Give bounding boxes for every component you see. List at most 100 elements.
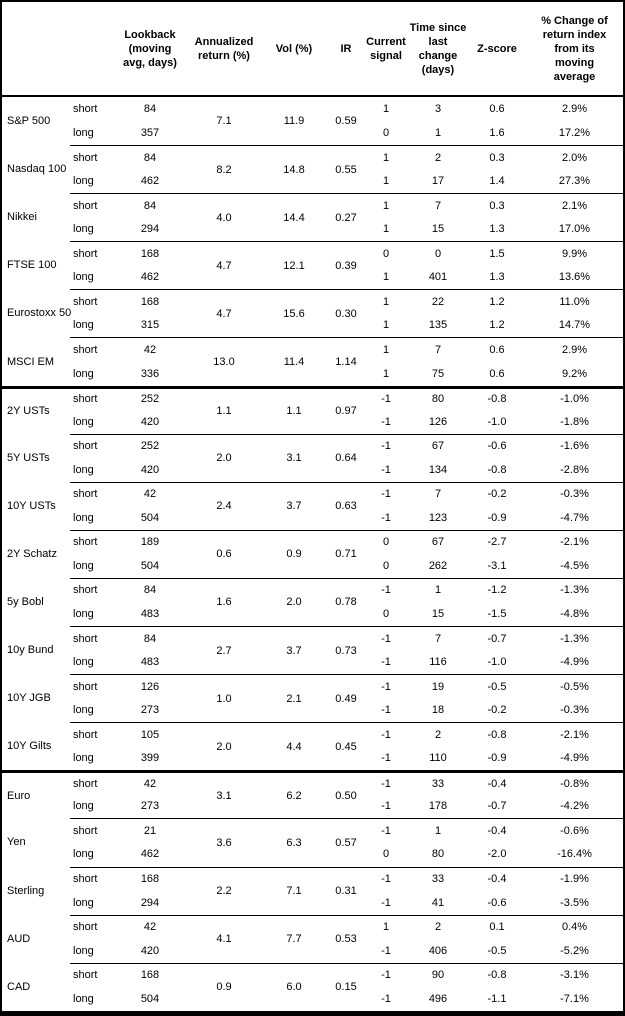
z-score-value: -1.1 (487, 992, 507, 1005)
signal-value: 1 (382, 319, 390, 332)
header-vol: Vol (%) (260, 2, 328, 97)
time-since-change-value: 110 (429, 752, 447, 765)
pct-change-value: 14.7% (558, 319, 591, 332)
signal-value: 1 (364, 145, 408, 169)
signal-value: -1 (381, 992, 391, 1005)
lookback-value: 252 (112, 385, 188, 410)
vol-value: 6.0 (260, 962, 328, 1011)
table-row: 10Y Gilts short 105 2.0 4.4 0.45 -1 2 -0.8 -2.1% (2, 722, 623, 753)
pct-change-value: -4.5% (560, 559, 589, 572)
z-score-value: 0.3 (468, 193, 526, 217)
lookback-value: 294 (140, 223, 160, 236)
side-label: short (70, 866, 112, 891)
time-since-change-value: 406 (428, 944, 448, 957)
time-since-change-value: 67 (408, 529, 468, 554)
z-score-value: -2.7 (468, 529, 526, 554)
table-row: 2Y USTs short 252 1.1 1.1 0.97 -1 80 -0.8 -1.0% (2, 385, 623, 417)
asset-name: 2Y Schatz (7, 547, 57, 560)
signal-value: 1 (382, 271, 390, 284)
side-label: long (73, 992, 94, 1005)
vol-value: 15.6 (260, 289, 328, 337)
table-row: long 357 0 1 1.6 17.2% (2, 121, 623, 145)
header-time-since-change: Time since last change (days) (408, 2, 468, 97)
asset-name: Sterling (7, 884, 45, 897)
pct-change-value: 9.9% (526, 241, 623, 265)
annualized-return-value: 1.6 (188, 577, 260, 626)
side-label: long (73, 415, 94, 428)
pct-change-value: -7.1% (560, 992, 589, 1005)
signal-value: -1 (381, 896, 391, 909)
pct-change-value: -4.7% (560, 511, 589, 524)
signal-value: -1 (381, 463, 391, 476)
ir-value: 0.73 (328, 626, 364, 674)
side-label: short (70, 433, 112, 458)
pct-change-value: -2.1% (526, 529, 623, 554)
lookback-value: 462 (140, 175, 160, 188)
vol-value: 2.0 (260, 577, 328, 626)
z-score-value: 0.6 (489, 367, 505, 380)
lookback-value: 420 (140, 463, 160, 476)
ir-value: 0.15 (328, 962, 364, 1011)
signal-value: -1 (364, 866, 408, 891)
table-row: long 273 -1 178 -0.7 -4.2% (2, 794, 623, 818)
signal-value: -1 (364, 818, 408, 842)
signal-value: -1 (364, 626, 408, 650)
asset-name: 5y Bobl (7, 595, 44, 608)
signal-value: 0 (382, 559, 390, 572)
lookback-value: 168 (112, 241, 188, 265)
asset-name: 2Y USTs (2, 385, 70, 434)
lookback-value: 168 (112, 289, 188, 313)
pct-change-value: 2.9% (526, 337, 623, 361)
table-row: long 462 0 80 -2.0 -16.4% (2, 842, 623, 866)
z-score-value: -1.0 (487, 415, 507, 428)
table-row: long 504 0 262 -3.1 -4.5% (2, 554, 623, 578)
signal-value: 0 (382, 127, 390, 140)
lookback-value: 189 (112, 529, 188, 554)
time-since-change-value: 17 (431, 175, 445, 188)
table-row: 5Y USTs short 252 2.0 3.1 0.64 -1 67 -0.6 -1.6% (2, 433, 623, 464)
z-score-value: 0.3 (468, 145, 526, 169)
z-score-value: -0.4 (468, 770, 526, 794)
lookback-value: 483 (140, 656, 160, 669)
side-label: short (70, 481, 112, 506)
signal-value: -1 (364, 577, 408, 602)
time-since-change-value: 1 (408, 818, 468, 842)
ir-value: 0.53 (328, 914, 364, 963)
pct-change-value: -4.8% (560, 608, 589, 620)
table-row: Yen short 21 3.6 6.3 0.57 -1 1 -0.4 -0.6% (2, 818, 623, 849)
time-since-change-value: 178 (428, 800, 448, 813)
side-label: long (73, 800, 94, 813)
annualized-return-value: 7.1 (216, 115, 232, 128)
lookback-value: 84 (112, 626, 188, 650)
lookback-value: 294 (140, 896, 160, 909)
side-label: long (73, 463, 94, 476)
header-z-score: Z-score (468, 2, 526, 97)
side-label: long (73, 559, 94, 572)
asset-name: 10Y Gilts (7, 740, 52, 753)
annualized-return-value: 2.0 (188, 433, 260, 482)
side-label: short (70, 577, 112, 602)
table-row: 5y Bobl short 84 1.6 2.0 0.78 -1 1 -1.2 -1.3% (2, 577, 623, 608)
lookback-value: 483 (140, 608, 160, 620)
annualized-return-value: 2.0 (188, 722, 260, 770)
asset-name: Nasdaq 100 (7, 163, 67, 176)
z-score-value: 1.5 (468, 241, 526, 265)
table-row: long 462 1 17 1.4 27.3% (2, 169, 623, 193)
table-row: S&P 500 short 84 7.1 11.9 0.59 1 3 0.6 2.9% (2, 97, 623, 127)
lookback-value: 84 (112, 193, 188, 217)
lookback-value: 504 (140, 992, 160, 1005)
table-row: Sterling short 168 2.2 7.1 0.31 -1 33 -0.4 -1.9% (2, 866, 623, 897)
vol-value: 7.7 (260, 914, 328, 963)
signal-value: -1 (381, 800, 391, 813)
table-row: long 420 -1 126 -1.0 -1.8% (2, 410, 623, 434)
lookback-value: 84 (143, 103, 157, 116)
signal-value: -1 (381, 944, 391, 957)
signal-value: 1 (382, 175, 390, 188)
header-asset (2, 2, 70, 97)
time-since-change-value: 33 (408, 866, 468, 891)
time-since-change-value: 126 (428, 415, 448, 428)
vol-value: 14.4 (260, 193, 328, 241)
asset-name: FTSE 100 (7, 259, 57, 272)
z-score-value: 1.6 (489, 127, 505, 140)
pct-change-value: 17.0% (558, 223, 591, 236)
